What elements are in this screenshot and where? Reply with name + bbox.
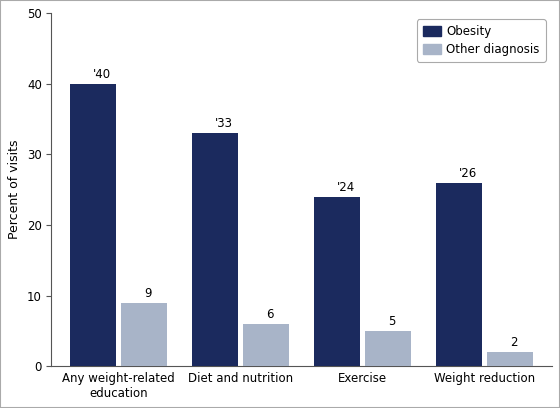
Bar <box>192 133 238 366</box>
Text: '26: '26 <box>459 167 477 180</box>
Bar <box>121 303 167 366</box>
Text: '40: '40 <box>93 68 111 81</box>
Bar <box>487 352 533 366</box>
Bar <box>70 84 116 366</box>
Y-axis label: Percent of visits: Percent of visits <box>8 140 21 239</box>
Text: 9: 9 <box>144 287 152 300</box>
Text: 5: 5 <box>388 315 395 328</box>
Legend: Obesity, Other diagnosis: Obesity, Other diagnosis <box>417 19 546 62</box>
Text: 2: 2 <box>510 336 517 349</box>
Bar <box>314 197 360 366</box>
Bar <box>365 331 412 366</box>
Text: '33: '33 <box>215 118 233 131</box>
Bar <box>436 183 482 366</box>
Text: '24: '24 <box>337 181 355 194</box>
Text: 6: 6 <box>266 308 274 321</box>
Bar <box>243 324 290 366</box>
